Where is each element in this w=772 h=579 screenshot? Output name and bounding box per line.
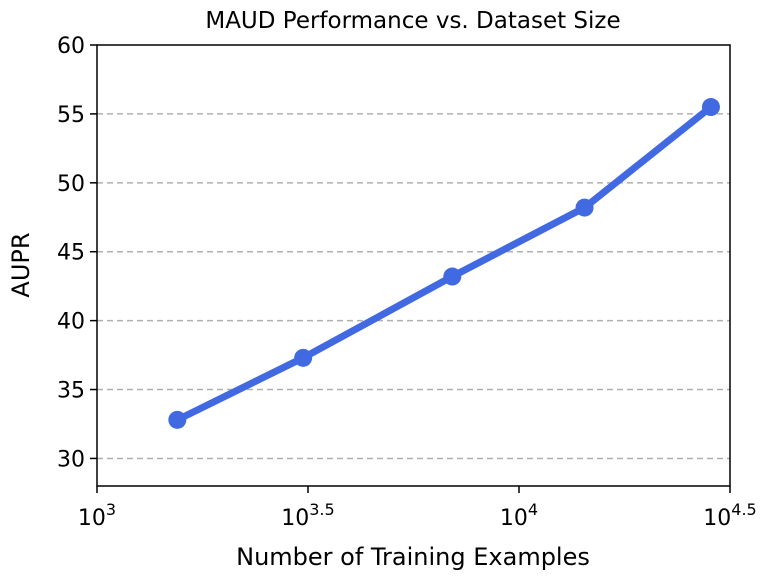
data-point bbox=[575, 198, 594, 217]
series-line bbox=[173, 103, 715, 424]
x-tick-label: 103.5 bbox=[281, 500, 334, 531]
data-point bbox=[294, 348, 313, 367]
y-tick-label: 45 bbox=[57, 241, 85, 266]
data-point bbox=[168, 410, 187, 429]
y-tick-label: 30 bbox=[57, 447, 85, 472]
y-tick-label: 50 bbox=[57, 172, 85, 197]
data-point bbox=[701, 98, 720, 117]
plot-frame bbox=[96, 44, 731, 487]
y-tick-label: 55 bbox=[57, 103, 85, 128]
chart-title: MAUD Performance vs. Dataset Size bbox=[205, 8, 620, 34]
gridlines bbox=[97, 113, 730, 460]
x-tick-label: 104 bbox=[500, 500, 538, 531]
data-point bbox=[443, 267, 462, 286]
series-layer bbox=[168, 98, 720, 429]
y-axis-ticks: 30 35 40 45 50 55 60 bbox=[57, 34, 97, 472]
y-tick-label: 60 bbox=[57, 34, 85, 59]
x-tick-label: 104.5 bbox=[703, 500, 756, 531]
x-axis-label: Number of Training Examples bbox=[236, 543, 590, 571]
x-axis-ticks: 103 103.5 104 104.5 bbox=[78, 486, 757, 531]
y-axis-label: AUPR bbox=[7, 232, 35, 297]
x-tick-label: 103 bbox=[78, 500, 116, 531]
y-tick-label: 35 bbox=[57, 379, 85, 404]
y-tick-label: 40 bbox=[57, 310, 85, 335]
